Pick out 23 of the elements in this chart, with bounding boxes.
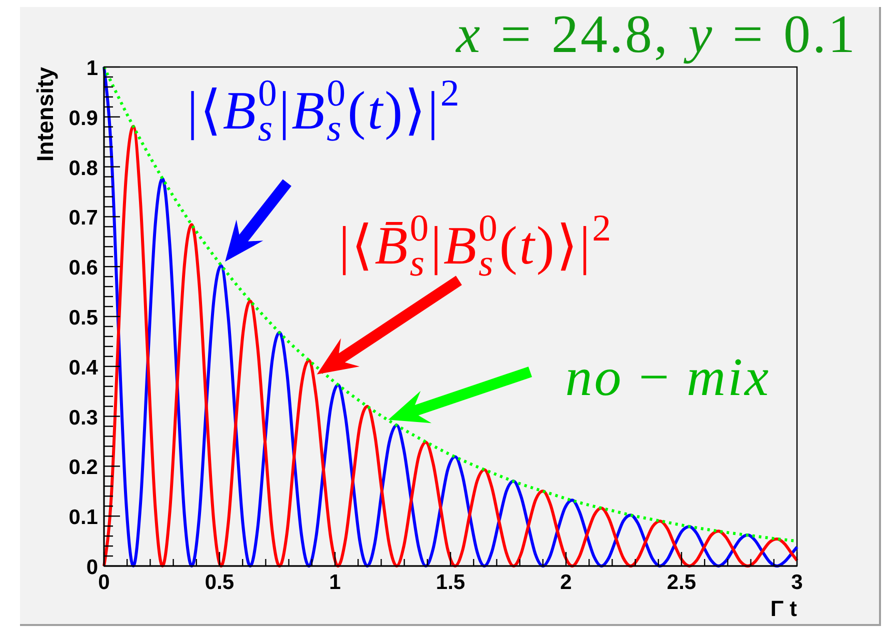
y-tick-label: 0.2: [68, 456, 98, 480]
y-tick-label: 0.3: [68, 406, 98, 430]
x-tick-label: 1: [329, 571, 342, 594]
y-tick-label: 0.4: [68, 356, 98, 380]
y-tick-label: 1: [86, 57, 98, 80]
x-axis-title: Γ t: [770, 596, 798, 621]
x-tick-label: 2.5: [666, 571, 696, 594]
x-tick-label: 2: [560, 571, 572, 594]
y-tick-label: 0: [86, 556, 98, 579]
x-tick-label: 1.5: [436, 571, 466, 594]
y-tick-label: 0.5: [68, 306, 98, 330]
y-tick-label: 0.1: [68, 506, 98, 530]
chart-title: x = 24.8, y = 0.1: [455, 4, 857, 64]
y-tick-label: 0.9: [68, 106, 98, 130]
y-axis-title: Intensity: [32, 66, 58, 162]
y-tick-label: 0.7: [68, 206, 98, 230]
legend-label: no − mix: [565, 346, 771, 407]
x-tick-label: 0.5: [204, 571, 234, 594]
y-tick-label: 0.6: [68, 256, 98, 280]
text: |⟨B$_{s}$$^{0}$|B$_{s}$$^{0}$(t)⟩|$^{2}$: [187, 72, 462, 150]
y-tick-label: 0.8: [68, 156, 98, 180]
x-tick-label: 3: [791, 571, 803, 594]
text: |⟨B̄$_{s}$$^{0}$|B$_{s}$$^{0}$(t)⟩|$^{2}$: [338, 208, 614, 284]
